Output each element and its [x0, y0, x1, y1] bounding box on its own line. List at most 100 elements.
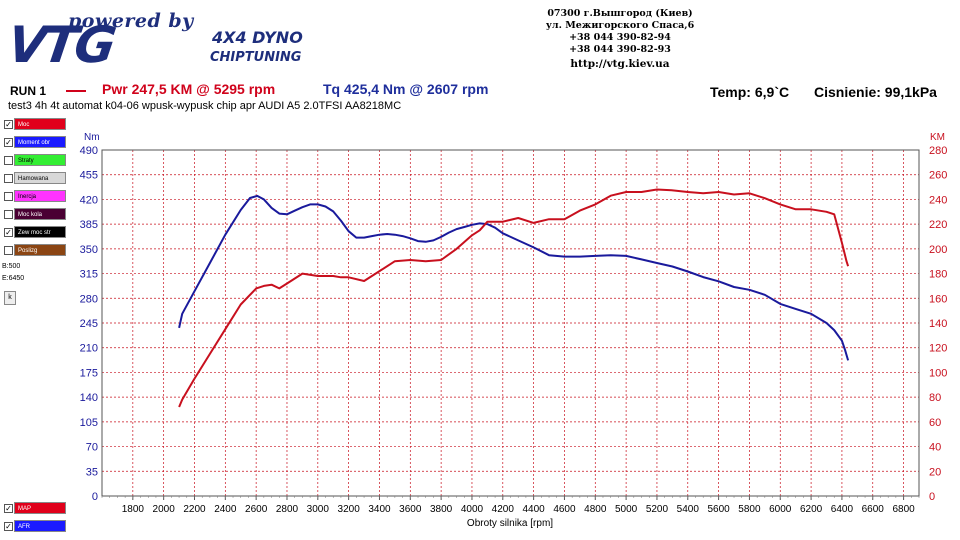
- y-axis-label-right: KM: [930, 132, 945, 143]
- legend-checkbox[interactable]: ✓: [4, 522, 13, 531]
- range-begin: B:500: [2, 263, 21, 270]
- y-tick-label-left: 245: [80, 318, 98, 330]
- y-tick-label-right: 220: [929, 219, 947, 231]
- y-tick-label-right: 280: [929, 145, 947, 157]
- legend-checkbox[interactable]: ✓: [4, 120, 13, 129]
- y-tick-label-left: 210: [80, 343, 98, 355]
- y-tick-label-right: 80: [929, 392, 941, 404]
- y-tick-label-left: 490: [80, 145, 98, 157]
- address-block: 07300 г.Вышгород (Киев) ул. Межигорского…: [520, 8, 720, 70]
- range-button[interactable]: k: [4, 291, 16, 305]
- legend-item[interactable]: ✓ AFR: [2, 520, 66, 534]
- logo-chiptuning: CHIPTUNING: [210, 50, 302, 65]
- legend-label: AFR: [14, 520, 66, 532]
- peak-power: Pwr 247,5 KM @ 5295 rpm: [102, 81, 276, 97]
- y-tick-label-right: 260: [929, 170, 947, 182]
- x-tick-label: 6200: [800, 504, 823, 515]
- legend-item[interactable]: Straty: [2, 154, 66, 168]
- legend-item[interactable]: Hamowana: [2, 172, 66, 186]
- x-tick-label: 5400: [677, 504, 700, 515]
- power-line: [178, 188, 850, 408]
- y-tick-label-right: 160: [929, 293, 947, 305]
- logo-dyno: 4X4 DYNO: [212, 28, 303, 47]
- legend-item[interactable]: Poslizg: [2, 244, 66, 258]
- y-tick-label-right: 120: [929, 343, 947, 355]
- torque-line: [178, 194, 850, 361]
- pressure: Cisnienie: 99,1kPa: [814, 84, 937, 100]
- y-tick-label-left: 0: [92, 491, 98, 503]
- legend-checkbox[interactable]: [4, 156, 13, 165]
- legend-label: Poslizg: [14, 244, 66, 256]
- run-description: test3 4h 4t automat k04-06 wpusk-wypusk …: [8, 100, 402, 112]
- legend-label: Moc kola: [14, 208, 66, 220]
- x-tick-label: 6600: [862, 504, 885, 515]
- x-tick-label: 2800: [276, 504, 299, 515]
- y-tick-label-left: 385: [80, 219, 98, 231]
- legend-item[interactable]: Inercja: [2, 190, 66, 204]
- chart-grid: [102, 149, 919, 497]
- y-tick-label-right: 180: [929, 269, 947, 281]
- y-tick-label-left: 315: [80, 269, 98, 281]
- x-axis-label: Obroty silnika [rpm]: [467, 518, 553, 529]
- legend-checkbox[interactable]: ✓: [4, 504, 13, 513]
- range-end: E:6450: [2, 275, 25, 282]
- x-tick-label: 5800: [738, 504, 761, 515]
- chart-series: [178, 188, 850, 408]
- x-tick-label: 4000: [461, 504, 484, 515]
- x-tick-label: 3200: [338, 504, 361, 515]
- x-tick-label: 3600: [399, 504, 422, 515]
- x-tick-label: 4400: [522, 504, 545, 515]
- y-tick-label-right: 100: [929, 367, 947, 379]
- peak-torque: Tq 425,4 Nm @ 2607 rpm: [323, 81, 489, 97]
- legend-label: Straty: [14, 154, 66, 166]
- y-tick-label-right: 20: [929, 466, 941, 478]
- legend-checkbox[interactable]: [4, 192, 13, 201]
- x-tick-label: 1800: [122, 504, 145, 515]
- x-tick-label: 6800: [892, 504, 915, 515]
- y-tick-label-right: 60: [929, 417, 941, 429]
- y-tick-label-right: 240: [929, 194, 947, 206]
- y-tick-label-right: 0: [929, 491, 935, 503]
- y-tick-label-left: 70: [86, 442, 98, 454]
- temperature: Temp: 6,9`C: [710, 84, 790, 100]
- address-line: 07300 г.Вышгород (Киев): [547, 8, 693, 19]
- legend-item[interactable]: ✓ Moment obr: [2, 136, 66, 150]
- logo-powered-by: powered by: [68, 10, 194, 32]
- x-tick-label: 5200: [646, 504, 669, 515]
- legend-item[interactable]: ✓ MAP: [2, 502, 66, 516]
- legend-label: Zew moc str: [14, 226, 66, 238]
- x-tick-label: 2200: [183, 504, 206, 515]
- website-url: http://vtg.kiev.ua: [570, 58, 670, 70]
- y-tick-label-left: 350: [80, 244, 98, 256]
- legend-checkbox[interactable]: ✓: [4, 228, 13, 237]
- vtg-logo: powered by VTG 4X4 DYNO CHIPTUNING: [4, 10, 306, 74]
- y-axis-label-left: Nm: [84, 132, 100, 143]
- y-tick-label-left: 140: [80, 392, 98, 404]
- legend-checkbox[interactable]: ✓: [4, 138, 13, 147]
- x-tick-label: 5600: [707, 504, 730, 515]
- legend-checkbox[interactable]: [4, 174, 13, 183]
- y-tick-label-right: 40: [929, 442, 941, 454]
- legend-item[interactable]: Moc kola: [2, 208, 66, 222]
- x-tick-label: 2400: [214, 504, 237, 515]
- legend-panel-bottom: ✓ MAP ✓ AFR: [2, 502, 66, 538]
- x-tick-label: 4200: [492, 504, 515, 515]
- y-tick-label-left: 420: [80, 194, 98, 206]
- legend-label: Inercja: [14, 190, 66, 202]
- legend-label: Moc: [14, 118, 66, 130]
- y-tick-label-right: 200: [929, 244, 947, 256]
- y-tick-label-left: 455: [80, 170, 98, 182]
- legend-item[interactable]: ✓ Zew moc str: [2, 226, 66, 240]
- legend-checkbox[interactable]: [4, 246, 13, 255]
- address-line: ул. Межигорского Спаса,6: [545, 20, 695, 31]
- legend-label: Moment obr: [14, 136, 66, 148]
- legend-checkbox[interactable]: [4, 210, 13, 219]
- y-tick-label-left: 280: [80, 293, 98, 305]
- legend-item[interactable]: ✓ Moc: [2, 118, 66, 132]
- x-tick-label: 4600: [553, 504, 576, 515]
- axis-ticks: 1800 2000 2200 2400 2600 2800 3000 3200 3400 3600…: [80, 145, 948, 515]
- legend-label: Hamowana: [14, 172, 66, 184]
- x-tick-label: 5000: [615, 504, 638, 515]
- y-tick-label-right: 140: [929, 318, 947, 330]
